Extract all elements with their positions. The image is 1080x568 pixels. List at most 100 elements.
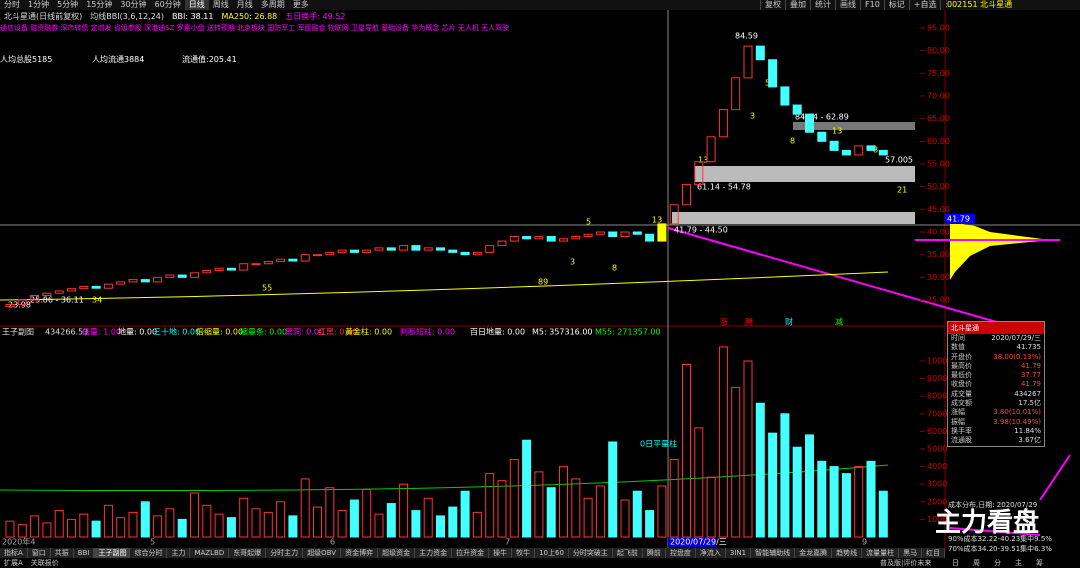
period-tab[interactable]: 周 xyxy=(973,559,980,567)
action[interactable]: +自选 xyxy=(908,0,941,10)
indicator-tab[interactable]: 流量量柱 xyxy=(862,548,900,558)
candle xyxy=(251,263,261,266)
indicator-tab[interactable]: 3IN1 xyxy=(726,548,752,558)
indicator-tab[interactable]: 主力 xyxy=(167,548,191,558)
candle xyxy=(226,267,236,271)
tab[interactable]: 日线 xyxy=(184,0,209,10)
period-tab[interactable]: 筹 xyxy=(1036,559,1043,567)
indicator-tabs: 指标A 窗口 共振 BBI 王子副图 综合分时 主力 MAZLBD 东哥起爆 分时主力 超级OBV 资… xyxy=(0,548,945,558)
tab[interactable]: 30分钟 xyxy=(120,0,147,9)
tab[interactable]: 更多 xyxy=(292,0,309,9)
tab[interactable]: 月线 xyxy=(236,0,253,9)
indicator-tab[interactable]: 黑马 xyxy=(899,548,923,558)
indicator-tab[interactable]: 10上60 xyxy=(535,548,569,558)
legend-item: 黄金柱: 0.00 xyxy=(345,327,392,337)
price-tag-label: 41.79 xyxy=(947,215,970,224)
indicator-tab[interactable]: 操牛 xyxy=(489,548,513,558)
volume-bar xyxy=(423,497,433,538)
info: BBI: 38.11 xyxy=(172,12,214,21)
indicator-tab[interactable]: 趋势线 xyxy=(832,548,863,558)
candle xyxy=(165,274,175,278)
candle xyxy=(276,258,286,262)
indicator-tab[interactable]: 金龙嘉腾 xyxy=(795,548,833,558)
volume-bar xyxy=(374,513,384,538)
action[interactable]: 叠加 xyxy=(785,0,810,10)
indicator-tab[interactable]: MAZLBD xyxy=(190,548,230,558)
candle xyxy=(214,267,224,272)
indicator-tab[interactable]: 王子副图 xyxy=(94,548,131,558)
tab[interactable]: 分时 xyxy=(4,0,20,9)
indicator-tab[interactable]: 分时突破主 xyxy=(569,548,613,558)
candle xyxy=(595,231,605,235)
candle xyxy=(805,113,814,133)
volume-bar xyxy=(743,360,753,538)
candle xyxy=(42,292,52,296)
x-label: 9 xyxy=(862,538,867,547)
candle xyxy=(657,223,667,242)
period-tab[interactable]: 分 xyxy=(994,559,1001,567)
tab[interactable]: 多周期 xyxy=(260,0,285,9)
bottom-tab[interactable]: 扩展A xyxy=(4,559,23,567)
indicator-tab[interactable]: 净流入 xyxy=(696,548,726,558)
tab[interactable]: 60分钟 xyxy=(154,0,181,9)
y-tick-label: 6000 xyxy=(927,427,947,436)
indicator-tab[interactable]: 综合分时 xyxy=(130,548,168,558)
volume-bar xyxy=(595,485,605,538)
chip-line: 70%成本34.20-39.51集中6.3% xyxy=(948,545,1052,553)
tab[interactable]: 5分钟 xyxy=(57,0,79,9)
y-tick-label: 10000 xyxy=(927,357,952,366)
indicator-tab[interactable]: 牧牛 xyxy=(512,548,536,558)
volume-bar xyxy=(399,483,409,538)
action[interactable]: 标记 xyxy=(883,0,909,10)
zone xyxy=(695,166,915,182)
count: 21 xyxy=(897,186,907,195)
volume-bar xyxy=(251,508,261,538)
candle xyxy=(436,247,445,251)
period-toolbar: 分时 1分钟 5分钟 15分钟 30分钟 60分钟 日线 周线 月线 多周期 更多 xyxy=(0,0,945,10)
legend-item: M5: 357316.00 xyxy=(532,328,593,337)
volume-bar xyxy=(79,513,89,538)
action[interactable]: F10 xyxy=(860,0,884,10)
tab[interactable]: 15分钟 xyxy=(86,0,113,9)
data-key: 数值 xyxy=(951,343,965,352)
period-tab[interactable]: 主 xyxy=(1015,559,1022,567)
count: 5 xyxy=(765,79,770,88)
tab[interactable]: 1分钟 xyxy=(28,0,50,9)
data-window-title: 北斗星通 xyxy=(948,322,1044,334)
y-tick-label: 55.00 xyxy=(927,160,950,169)
indicator-tab[interactable]: BBI xyxy=(74,548,95,558)
indicator-tab[interactable]: 窗口 xyxy=(28,548,51,558)
indicator-tab[interactable]: 超级OBV xyxy=(303,548,342,558)
data-value: 2020/07/29/三 xyxy=(991,334,1041,342)
candle xyxy=(497,240,507,247)
indicator-tab[interactable]: 分时主力 xyxy=(266,548,304,558)
volume-bar xyxy=(448,506,458,538)
indicator-tab[interactable]: 东哥起爆 xyxy=(229,548,267,558)
action[interactable]: 统计 xyxy=(810,0,835,10)
period-tab[interactable]: 日 xyxy=(952,559,959,567)
bottom-tab[interactable]: 关联报价 xyxy=(30,559,59,567)
tab[interactable]: 周线 xyxy=(212,0,229,9)
zone xyxy=(672,212,915,224)
indicator-tab[interactable]: 主力资金 xyxy=(415,548,453,558)
action[interactable]: 复权 xyxy=(760,0,785,10)
indicator-tab[interactable]: 拉升资金 xyxy=(452,548,490,558)
indicator-tab[interactable]: 智能辅助线 xyxy=(751,548,796,558)
data-key: 最低价 xyxy=(951,371,972,380)
x-label: 6 xyxy=(330,538,335,547)
indicator-tab[interactable]: 起飞前 xyxy=(613,548,643,558)
indicator-tab[interactable]: 共振 xyxy=(51,548,74,558)
indicator-tab[interactable]: 红目 xyxy=(922,548,945,558)
volume-bar xyxy=(276,501,286,538)
indicator-tab[interactable]: 控盘度 xyxy=(666,548,696,558)
indicator-tab[interactable]: 超级资金 xyxy=(378,548,416,558)
volume-bar xyxy=(669,459,679,538)
indicator-tab[interactable]: 腾前 xyxy=(643,548,666,558)
volume-bar xyxy=(559,466,568,538)
candle xyxy=(386,247,396,251)
indicator-tab[interactable]: 指标A xyxy=(0,548,28,558)
data-key: 时间 xyxy=(951,334,965,342)
action[interactable]: 画线 xyxy=(835,0,860,10)
indicator-tab[interactable]: 资金博弈 xyxy=(341,548,379,558)
chip-distribution xyxy=(950,222,1050,280)
